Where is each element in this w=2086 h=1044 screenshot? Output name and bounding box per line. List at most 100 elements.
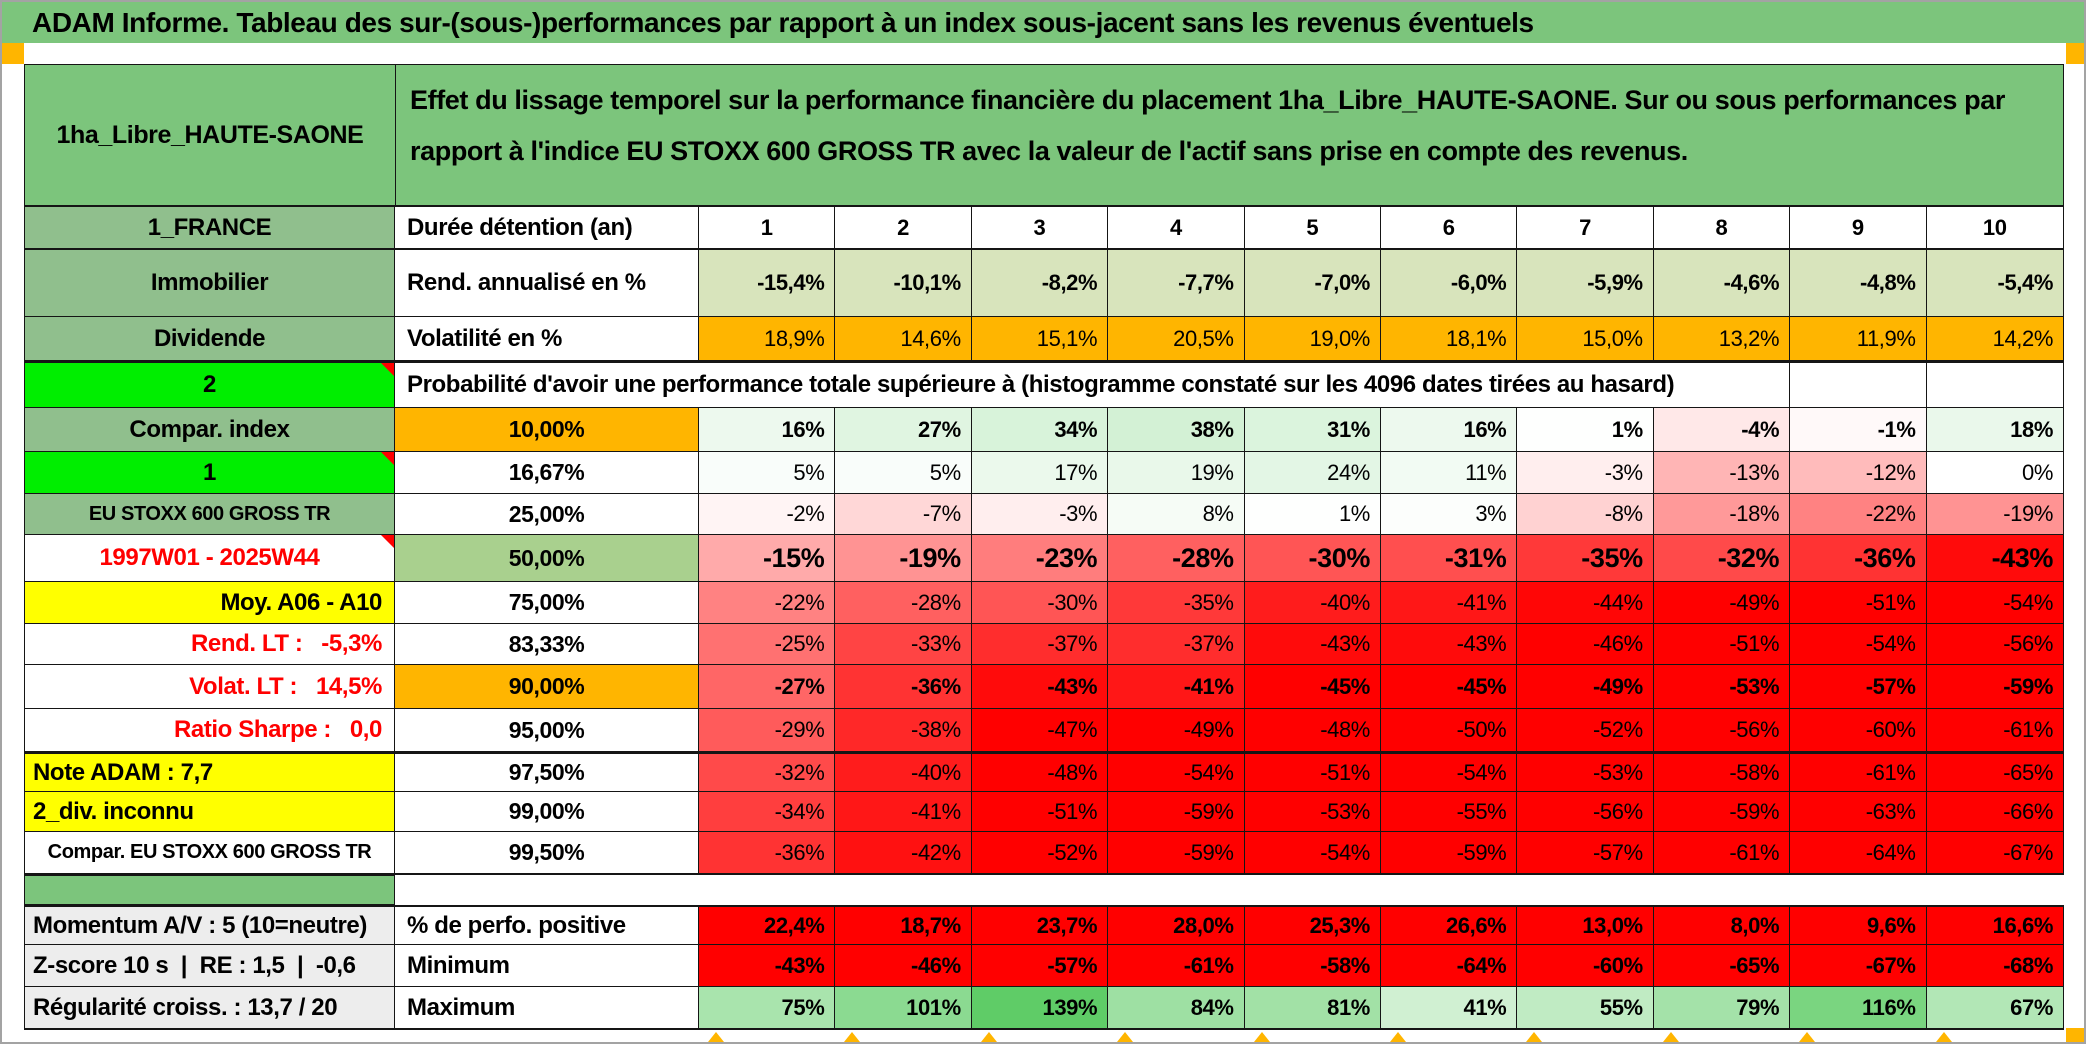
cell-p95-y3[interactable]: -47% <box>971 709 1109 754</box>
cell-rend-annualise-y6[interactable]: -6,0% <box>1380 250 1518 317</box>
cell-p10-y2[interactable]: 27% <box>835 408 972 452</box>
cell-p995-y6[interactable]: -59% <box>1380 832 1518 875</box>
cell-p10-y8[interactable]: -4% <box>1653 408 1791 452</box>
cell-p16-y4[interactable]: 19% <box>1108 452 1245 494</box>
cell-p975-y4[interactable]: -54% <box>1108 754 1245 792</box>
cell-maximum-y3[interactable]: 139% <box>971 987 1109 1030</box>
cell-duree-detention-y6[interactable]: 6 <box>1380 207 1518 250</box>
cell-p90-y3[interactable]: -43% <box>971 665 1109 709</box>
cell-volatilite-y2[interactable]: 14,6% <box>835 317 972 363</box>
row-label-p83[interactable]: Rend. LT : -5,3% <box>24 624 395 665</box>
row-label-p25[interactable]: EU STOXX 600 GROSS TR <box>24 494 395 535</box>
row-label-maximum[interactable]: Régularité croiss. : 13,7 / 20 <box>24 987 395 1030</box>
cell-p16-y9[interactable]: -12% <box>1790 452 1927 494</box>
row-label-p75[interactable]: Moy. A06 - A10 <box>24 582 395 624</box>
cell-p95-y7[interactable]: -52% <box>1517 709 1654 754</box>
cell-rend-annualise-y9[interactable]: -4,8% <box>1790 250 1927 317</box>
cell-volatilite-y8[interactable]: 13,2% <box>1653 317 1791 363</box>
cell-p25-y8[interactable]: -18% <box>1653 494 1791 535</box>
row-header-p25[interactable]: 25,00% <box>395 494 699 535</box>
cell-p83-y7[interactable]: -46% <box>1517 624 1654 665</box>
cell-perfo-positive-y9[interactable]: 9,6% <box>1790 905 1927 945</box>
cell-p99-y1[interactable]: -34% <box>699 792 836 832</box>
row-header-p16[interactable]: 16,67% <box>395 452 699 494</box>
cell-p75-y1[interactable]: -22% <box>699 582 836 624</box>
cell-p50-y10[interactable]: -43% <box>1926 535 2064 582</box>
cell-maximum-y2[interactable]: 101% <box>835 987 972 1030</box>
cell-p16-y2[interactable]: 5% <box>835 452 972 494</box>
cell-p16-y7[interactable]: -3% <box>1517 452 1654 494</box>
cell-p50-y8[interactable]: -32% <box>1653 535 1791 582</box>
cell-p90-y6[interactable]: -45% <box>1380 665 1518 709</box>
cell-p995-y7[interactable]: -57% <box>1517 832 1654 875</box>
cell-volatilite-y5[interactable]: 19,0% <box>1244 317 1381 363</box>
cell-rend-annualise-y5[interactable]: -7,0% <box>1244 250 1381 317</box>
cell-p10-y10[interactable]: 18% <box>1926 408 2064 452</box>
cell-volatilite-y9[interactable]: 11,9% <box>1790 317 1927 363</box>
cell-p16-y3[interactable]: 17% <box>971 452 1109 494</box>
row-label-proba-header[interactable]: 2 <box>24 363 395 408</box>
cell-p10-y9[interactable]: -1% <box>1790 408 1927 452</box>
cell-maximum-y10[interactable]: 67% <box>1926 987 2064 1030</box>
cell-p975-y3[interactable]: -48% <box>971 754 1109 792</box>
cell-p16-y5[interactable]: 24% <box>1244 452 1381 494</box>
cell-p83-y5[interactable]: -43% <box>1244 624 1381 665</box>
cell-p83-y8[interactable]: -51% <box>1653 624 1791 665</box>
cell-p90-y9[interactable]: -57% <box>1790 665 1927 709</box>
cell-p16-y10[interactable]: 0% <box>1926 452 2064 494</box>
cell-p75-y7[interactable]: -44% <box>1517 582 1654 624</box>
row-header-p83[interactable]: 83,33% <box>395 624 699 665</box>
row-header-p10[interactable]: 10,00% <box>395 408 699 452</box>
cell-p995-y2[interactable]: -42% <box>835 832 972 875</box>
cell-p25-y2[interactable]: -7% <box>835 494 972 535</box>
cell-p95-y2[interactable]: -38% <box>835 709 972 754</box>
empty-cell[interactable] <box>1790 363 1927 408</box>
cell-p975-y7[interactable]: -53% <box>1517 754 1654 792</box>
cell-p99-y8[interactable]: -59% <box>1653 792 1791 832</box>
cell-rend-annualise-y8[interactable]: -4,6% <box>1653 250 1791 317</box>
cell-p25-y7[interactable]: -8% <box>1517 494 1654 535</box>
cell-p75-y5[interactable]: -40% <box>1244 582 1381 624</box>
cell-minimum-y8[interactable]: -65% <box>1653 945 1791 987</box>
cell-p99-y5[interactable]: -53% <box>1244 792 1381 832</box>
cell-p99-y4[interactable]: -59% <box>1108 792 1245 832</box>
cell-volatilite-y6[interactable]: 18,1% <box>1380 317 1518 363</box>
row-header-volatilite[interactable]: Volatilité en % <box>395 317 699 363</box>
row-header-p50[interactable]: 50,00% <box>395 535 699 582</box>
cell-p75-y9[interactable]: -51% <box>1790 582 1927 624</box>
cell-perfo-positive-y6[interactable]: 26,6% <box>1380 905 1518 945</box>
empty-cell[interactable] <box>1926 363 2064 408</box>
row-label-perfo-positive[interactable]: Momentum A/V : 5 (10=neutre) <box>24 905 395 945</box>
cell-perfo-positive-y7[interactable]: 13,0% <box>1517 905 1654 945</box>
cell-p995-y3[interactable]: -52% <box>971 832 1109 875</box>
cell-minimum-y2[interactable]: -46% <box>835 945 972 987</box>
cell-p975-y5[interactable]: -51% <box>1244 754 1381 792</box>
row-header-p75[interactable]: 75,00% <box>395 582 699 624</box>
cell-perfo-positive-y3[interactable]: 23,7% <box>971 905 1109 945</box>
cell-p99-y6[interactable]: -55% <box>1380 792 1518 832</box>
cell-maximum-y8[interactable]: 79% <box>1653 987 1791 1030</box>
cell-duree-detention-y4[interactable]: 4 <box>1108 207 1245 250</box>
cell-rend-annualise-y1[interactable]: -15,4% <box>699 250 836 317</box>
row-label-p10[interactable]: Compar. index <box>24 408 395 452</box>
cell-p995-y9[interactable]: -64% <box>1790 832 1927 875</box>
row-header-p95[interactable]: 95,00% <box>395 709 699 754</box>
cell-p50-y2[interactable]: -19% <box>835 535 972 582</box>
cell-p995-y4[interactable]: -59% <box>1108 832 1245 875</box>
row-label-duree-detention[interactable]: 1_FRANCE <box>24 207 395 250</box>
cell-minimum-y5[interactable]: -58% <box>1244 945 1381 987</box>
cell-p10-y1[interactable]: 16% <box>699 408 836 452</box>
cell-p975-y6[interactable]: -54% <box>1380 754 1518 792</box>
cell-p99-y10[interactable]: -66% <box>1926 792 2064 832</box>
cell-duree-detention-y10[interactable]: 10 <box>1926 207 2064 250</box>
cell-maximum-y6[interactable]: 41% <box>1380 987 1518 1030</box>
cell-p83-y1[interactable]: -25% <box>699 624 836 665</box>
row-label-p975[interactable]: Note ADAM : 7,7 <box>24 754 395 792</box>
cell-p995-y10[interactable]: -67% <box>1926 832 2064 875</box>
cell-p975-y8[interactable]: -58% <box>1653 754 1791 792</box>
cell-duree-detention-y2[interactable]: 2 <box>835 207 972 250</box>
cell-p25-y5[interactable]: 1% <box>1244 494 1381 535</box>
cell-p83-y3[interactable]: -37% <box>971 624 1109 665</box>
cell-p975-y10[interactable]: -65% <box>1926 754 2064 792</box>
cell-p25-y6[interactable]: 3% <box>1380 494 1518 535</box>
